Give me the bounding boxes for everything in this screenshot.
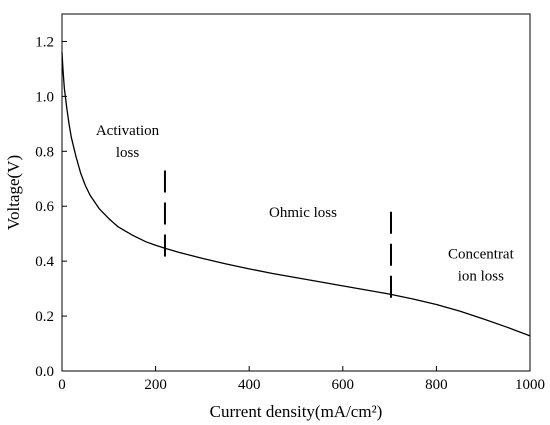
y-tick-label: 0.0 [35, 364, 54, 380]
y-axis-label: Voltage(V) [4, 155, 23, 230]
region-annotation: Concentrat [448, 246, 515, 262]
y-tick-label: 0.6 [35, 199, 54, 215]
x-tick-label: 800 [425, 377, 448, 393]
region-annotation: Activation [96, 123, 160, 139]
region-annotation: Ohmic loss [269, 205, 337, 221]
region-annotation: loss [116, 145, 140, 161]
region-annotation: ion loss [458, 268, 504, 284]
y-tick-label: 0.2 [35, 309, 54, 325]
x-axis-label: Current density(mA/cm²) [210, 402, 383, 421]
divider-layer [163, 170, 393, 303]
x-tick-label: 0 [58, 377, 66, 393]
x-tick-label: 600 [332, 377, 355, 393]
x-tick-label: 200 [144, 377, 167, 393]
x-tick-label: 1000 [515, 377, 545, 393]
y-tick-label: 0.4 [35, 254, 54, 270]
y-tick-label: 0.8 [35, 144, 54, 160]
annotation-layer: Activation loss Ohmic loss Concentrat ion lo… [96, 123, 515, 285]
ticks-layer: 0 200 400 600 800 1000 0.0 0.2 0.4 0.6 0.8 1.0 1.2 [35, 34, 545, 393]
voltage-curve [61, 52, 531, 337]
series-layer [61, 52, 531, 337]
x-tick-label: 400 [238, 377, 261, 393]
plot-frame [61, 13, 531, 372]
y-tick-label: 1.0 [35, 89, 54, 105]
y-tick-label: 1.2 [35, 34, 54, 50]
